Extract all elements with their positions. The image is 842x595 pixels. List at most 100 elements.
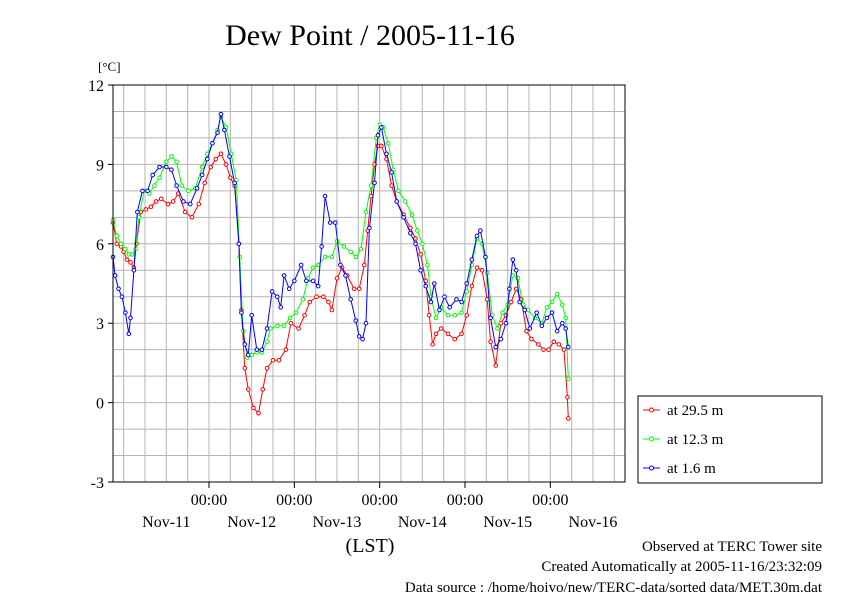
data-point <box>527 326 533 331</box>
data-point <box>428 299 434 305</box>
data-point <box>128 315 133 321</box>
data-point <box>278 305 283 310</box>
data-point <box>242 365 248 371</box>
data-point <box>544 315 550 321</box>
data-point <box>129 252 135 257</box>
data-point <box>270 357 276 363</box>
data-point <box>157 175 162 180</box>
x-time-label: 00:00 <box>361 492 397 509</box>
grid-lines <box>113 85 625 482</box>
data-point <box>329 254 335 260</box>
data-point <box>507 286 512 292</box>
data-point <box>431 281 437 286</box>
data-point <box>293 310 299 315</box>
data-point <box>164 164 169 170</box>
data-point <box>288 320 294 326</box>
x-day-label: Nov-15 <box>483 514 532 531</box>
data-point <box>565 344 571 350</box>
data-point <box>469 283 475 289</box>
data-point <box>420 241 425 247</box>
data-point <box>464 289 470 294</box>
data-point <box>254 347 260 352</box>
data-point <box>186 188 191 194</box>
y-unit-label: [°C] <box>98 59 121 74</box>
data-point <box>319 244 324 249</box>
data-point <box>298 262 304 268</box>
x-time-label: 00:00 <box>276 492 312 509</box>
x-day-label: Nov-14 <box>398 514 447 531</box>
data-point <box>310 265 316 270</box>
chart-title: Dew Point / 2005-11-16 <box>225 19 515 52</box>
data-point <box>438 326 444 331</box>
data-point <box>493 344 499 350</box>
data-point <box>556 342 562 347</box>
x-time-label: 00:00 <box>191 492 227 509</box>
data-point <box>232 180 237 186</box>
data-point <box>245 352 251 358</box>
x-time-label: 00:00 <box>532 492 568 509</box>
data-point <box>367 225 372 231</box>
data-point <box>114 233 120 239</box>
data-point <box>413 241 418 247</box>
legend-label: at 12.3 m <box>667 432 724 448</box>
data-point <box>549 310 555 315</box>
data-point <box>315 283 321 289</box>
data-point <box>503 320 509 326</box>
x-day-label: Nov-13 <box>313 514 362 531</box>
x-day-label: Nov-12 <box>227 514 276 531</box>
data-point <box>464 312 470 318</box>
data-point <box>479 267 485 273</box>
data-point <box>459 310 464 315</box>
legend-box <box>637 395 823 484</box>
data-point <box>215 130 220 135</box>
data-point <box>546 347 551 352</box>
data-point <box>474 233 480 239</box>
data-point <box>307 299 312 305</box>
data-point <box>126 331 132 337</box>
data-point <box>204 156 210 162</box>
data-point <box>418 267 423 273</box>
data-point <box>379 143 384 149</box>
data-point <box>338 262 343 268</box>
data-point <box>500 310 505 315</box>
data-point <box>360 336 365 342</box>
data-point <box>242 342 248 347</box>
data-point <box>348 249 353 255</box>
series-at-1-6-m <box>110 111 571 358</box>
data-point <box>508 299 514 305</box>
data-point <box>213 156 219 162</box>
data-point <box>196 201 202 207</box>
data-point <box>140 188 145 194</box>
data-point <box>116 286 121 292</box>
data-point <box>322 193 328 199</box>
data-point <box>276 357 282 363</box>
data-point <box>565 416 571 421</box>
data-point <box>389 183 394 188</box>
data-point <box>551 339 557 345</box>
footer-observed: Observed at TERC Tower site <box>642 539 822 555</box>
data-point <box>541 347 546 352</box>
data-point <box>245 387 251 392</box>
y-tick-label: 0 <box>96 396 104 413</box>
data-point <box>227 154 232 159</box>
data-point <box>464 281 470 286</box>
data-point <box>332 220 338 225</box>
data-point <box>363 209 369 215</box>
data-point <box>433 315 439 321</box>
data-point <box>208 164 214 170</box>
data-point <box>174 183 179 188</box>
data-point <box>264 326 270 331</box>
data-point <box>559 302 565 307</box>
data-point <box>249 312 254 318</box>
data-point <box>283 347 289 352</box>
data-point <box>341 244 347 249</box>
data-point <box>423 283 429 289</box>
data-point <box>539 323 545 329</box>
data-point <box>353 254 359 260</box>
data-point <box>189 215 195 220</box>
data-point <box>524 328 529 334</box>
data-point <box>123 246 128 252</box>
data-point <box>158 196 164 202</box>
